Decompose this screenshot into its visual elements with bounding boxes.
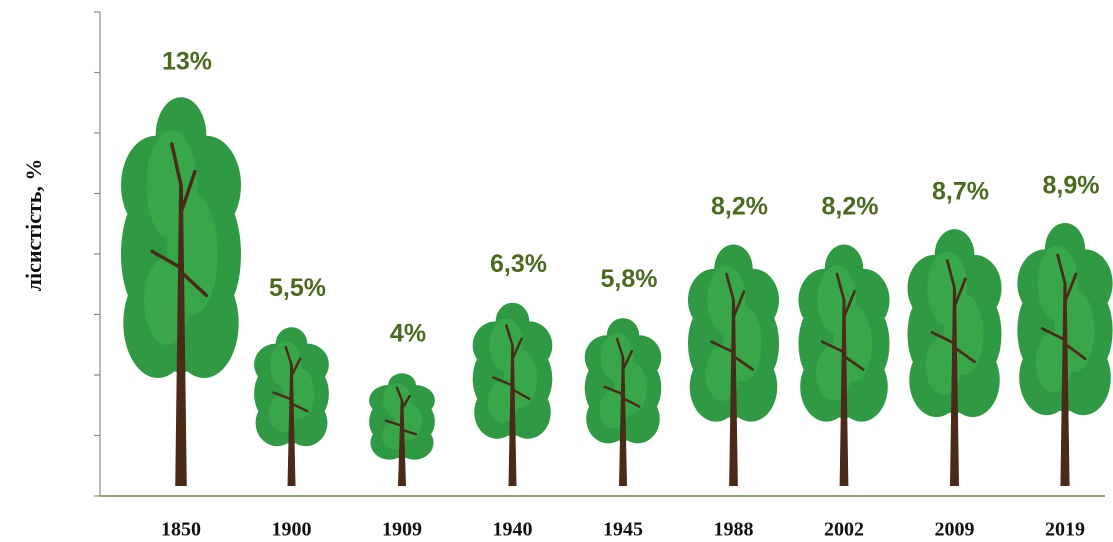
value-label: 13% <box>162 47 212 75</box>
value-label: 4% <box>390 320 426 348</box>
tree-branch <box>603 337 641 408</box>
value-label: 5,8% <box>601 265 658 293</box>
value-label: 5,5% <box>269 274 326 302</box>
tree <box>1017 223 1113 486</box>
tree <box>907 229 1002 486</box>
x-tick-label: 1940 <box>493 519 533 541</box>
tree <box>120 97 242 486</box>
x-tick-label: 1900 <box>272 519 312 541</box>
tree <box>472 302 553 486</box>
value-label: 6,3% <box>490 250 547 278</box>
tree-trunk <box>619 357 627 486</box>
value-label: 8,7% <box>932 177 989 205</box>
tree-branch <box>150 142 209 298</box>
tree <box>584 318 662 486</box>
tree <box>798 244 890 486</box>
tree <box>254 327 329 486</box>
tree-trunk <box>1060 283 1070 486</box>
x-tick-label: 1988 <box>714 519 754 541</box>
x-tick-label: 2019 <box>1045 519 1085 541</box>
tree-branch <box>710 272 755 371</box>
tree-trunk <box>508 345 517 486</box>
tree-trunk <box>287 364 296 486</box>
value-label: 8,9% <box>1043 171 1100 199</box>
tree-branch <box>930 259 976 364</box>
x-tick-label: 2009 <box>935 519 975 541</box>
tree-trunk <box>175 185 187 486</box>
tree-branch <box>385 386 418 436</box>
tree-trunk <box>729 300 738 486</box>
value-label: 8,2% <box>822 193 879 221</box>
tree-trunk <box>398 400 406 486</box>
x-tick-label: 2002 <box>824 519 864 541</box>
y-axis-label: лісистість, % <box>21 159 46 292</box>
tree-trunk <box>949 288 960 486</box>
tree-branch <box>492 324 531 401</box>
tree-branch <box>272 345 309 413</box>
tree-branch <box>1040 253 1087 361</box>
tree-branch <box>820 272 865 371</box>
tree <box>687 244 780 486</box>
x-tick-label: 1909 <box>382 519 422 541</box>
value-label: 8,2% <box>711 193 768 221</box>
tree-trunk <box>839 300 849 486</box>
tree <box>369 373 435 486</box>
x-tick-label: 1850 <box>161 519 201 541</box>
x-tick-label: 1945 <box>603 519 643 541</box>
